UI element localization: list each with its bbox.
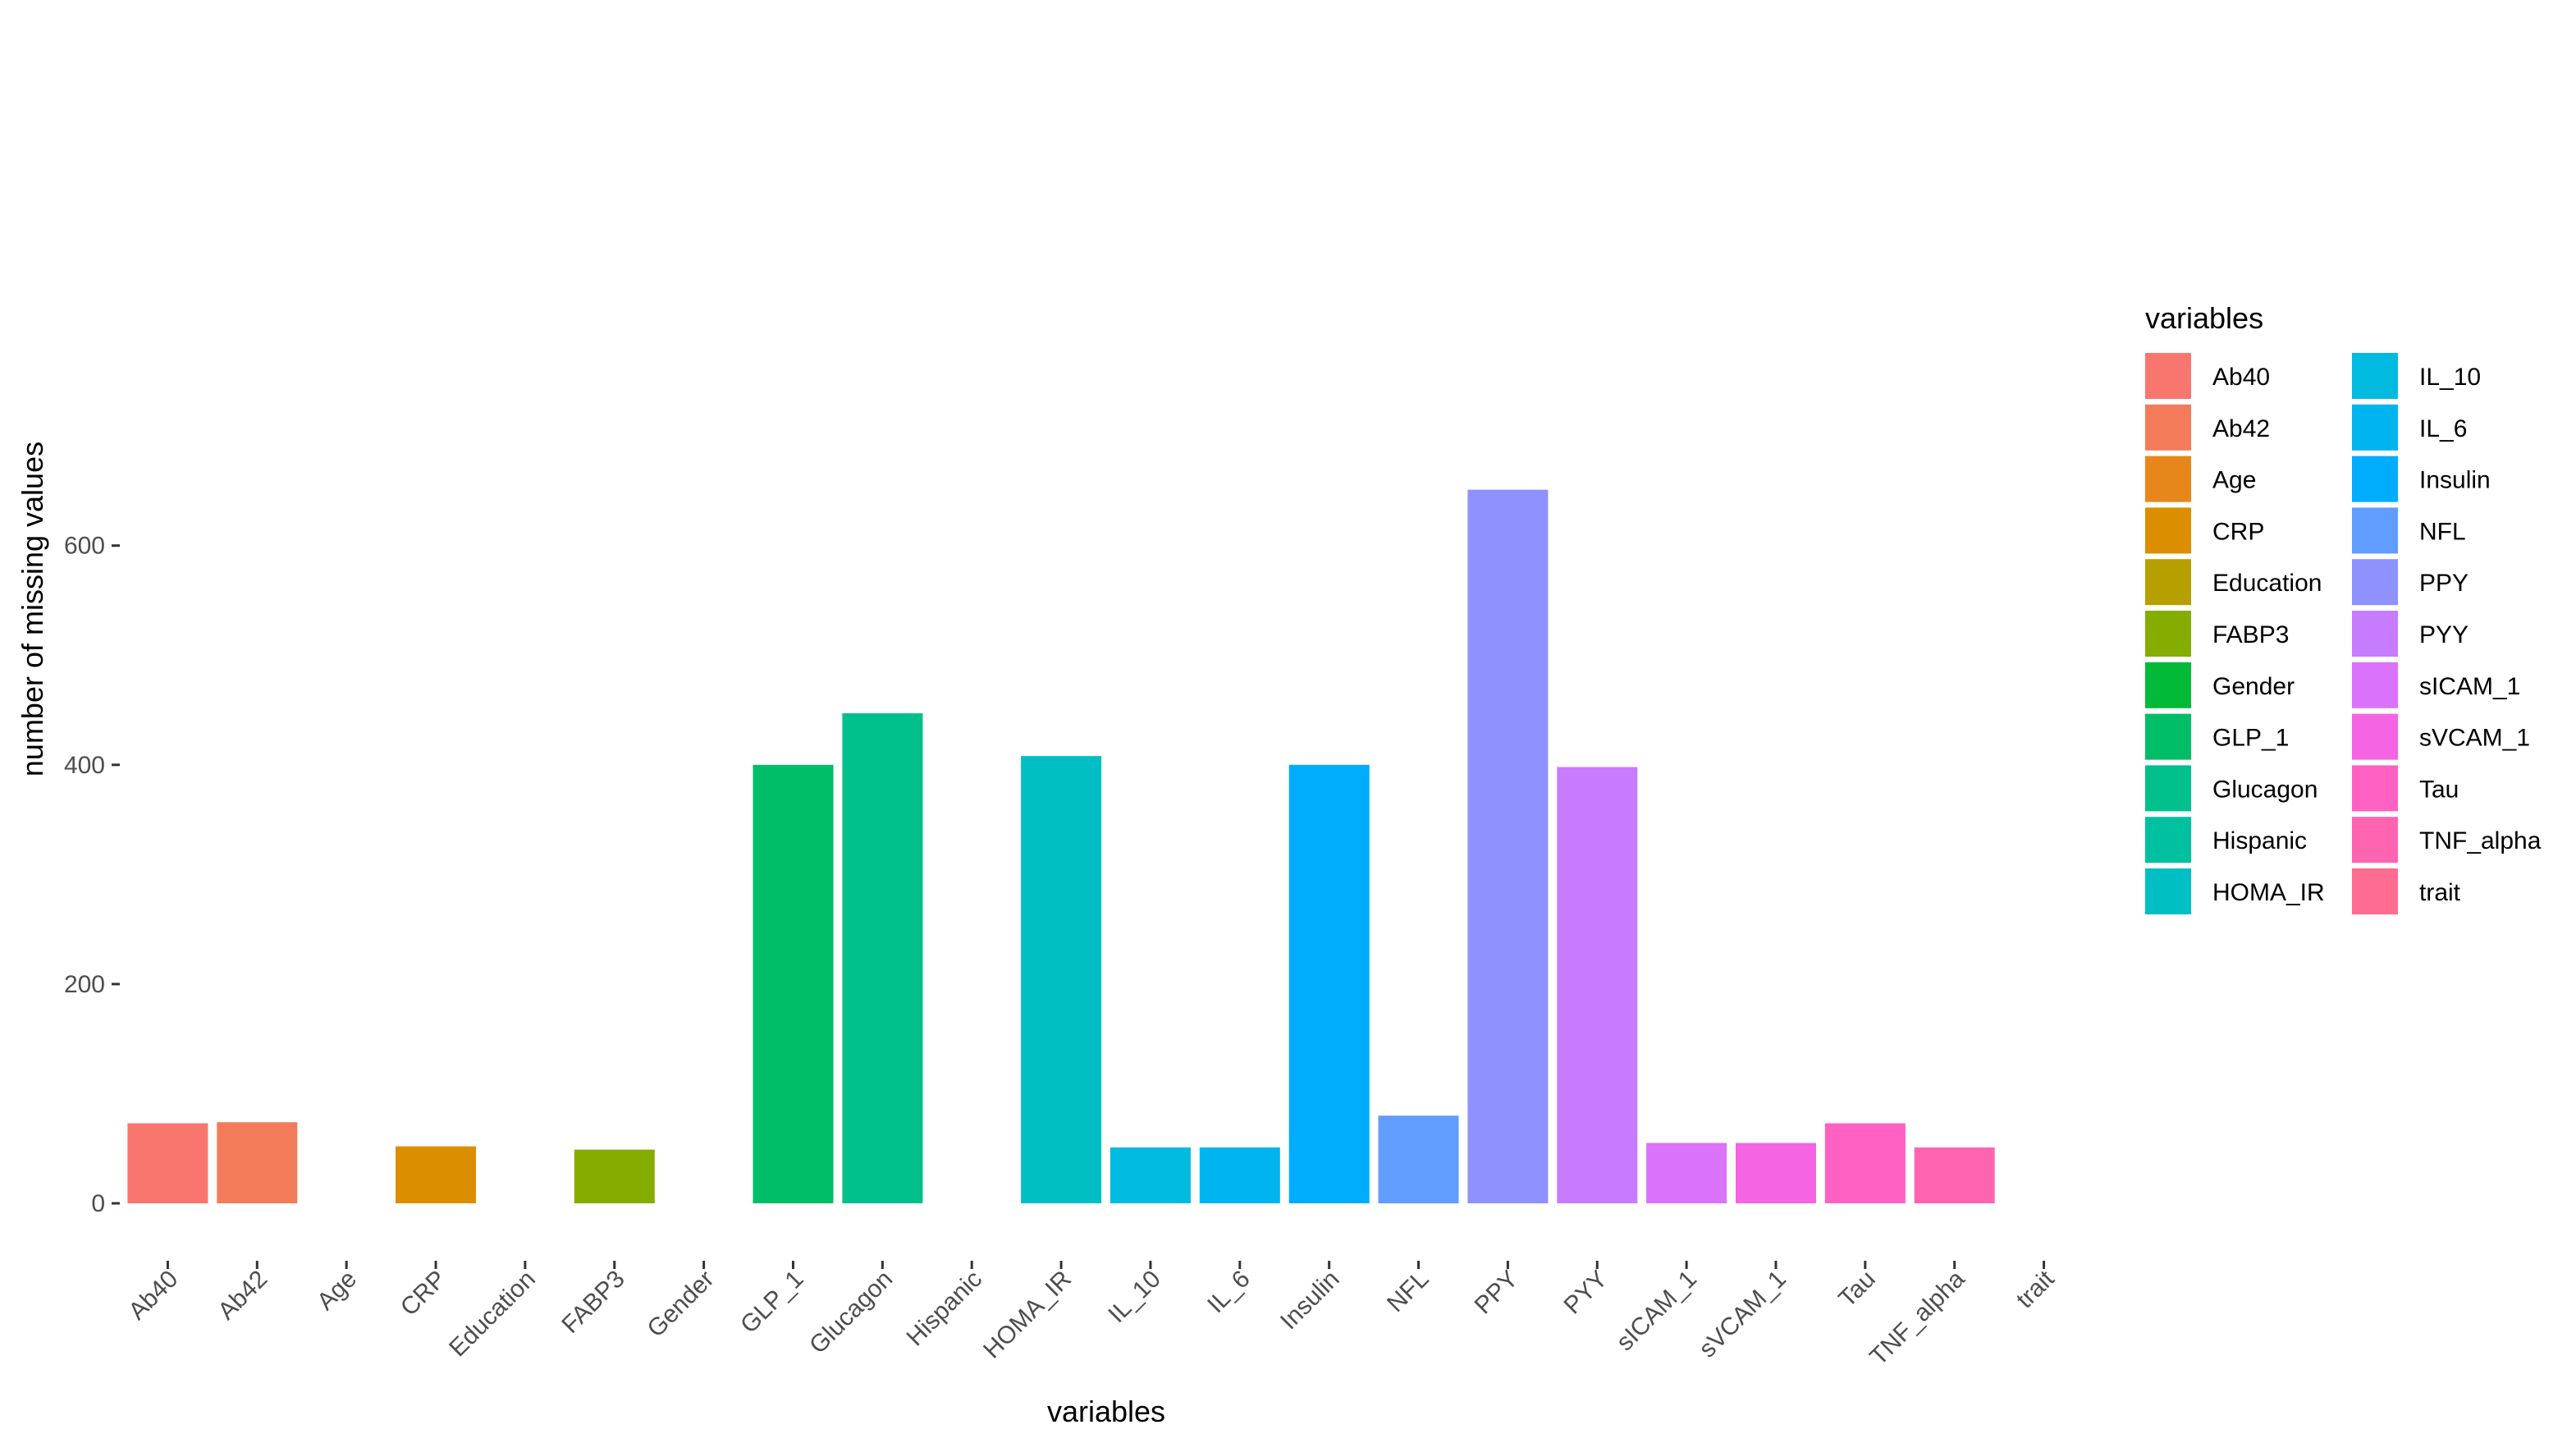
- y-axis-title: number of missing values: [16, 442, 49, 776]
- legend-key-insulin: [2352, 456, 2398, 502]
- y-tick-label: 400: [64, 752, 105, 779]
- legend-key-hispanic: [2145, 817, 2191, 864]
- x-tick-label: Education: [444, 1266, 541, 1363]
- legend-label: FABP3: [2212, 621, 2289, 648]
- legend-key-il-6: [2352, 404, 2398, 451]
- bar-nfl: [1378, 1115, 1459, 1203]
- bar-ab40: [127, 1123, 208, 1203]
- legend-key-tau: [2352, 765, 2398, 812]
- legend-key-homa-ir: [2145, 868, 2191, 914]
- x-tick-label: IL_10: [1103, 1266, 1165, 1328]
- legend-key-nfl: [2352, 507, 2398, 554]
- bar-ab42: [217, 1122, 298, 1203]
- legend-key-il-10: [2352, 353, 2398, 399]
- x-tick-label: Glucagon: [804, 1266, 898, 1359]
- legend-key-education: [2145, 559, 2191, 606]
- legend-label: sICAM_1: [2419, 673, 2520, 700]
- bar-il-6: [1199, 1147, 1280, 1203]
- x-tick-label: IL_6: [1202, 1266, 1256, 1319]
- legend: variables Ab40 Ab42 Age CRP Education FABP3 Ge…: [2145, 301, 2542, 914]
- legend-label: Ab40: [2212, 364, 2270, 391]
- bar-tau: [1824, 1123, 1906, 1203]
- legend-key-age: [2145, 456, 2191, 502]
- x-tick-label: PYY: [1558, 1266, 1613, 1320]
- x-tick-label: HOMA_IR: [978, 1266, 1077, 1364]
- legend-label: Ab42: [2212, 415, 2270, 442]
- bar-glp-1: [753, 764, 834, 1203]
- legend-label: IL_6: [2419, 415, 2467, 442]
- x-axis-title: variables: [1047, 1395, 1165, 1428]
- x-tick-label: Ab42: [213, 1266, 272, 1326]
- legend-key-svcam-1: [2352, 713, 2398, 760]
- x-tick-label: GLP_1: [735, 1266, 808, 1339]
- legend-label: Glucagon: [2212, 776, 2317, 803]
- bar-crp: [396, 1146, 476, 1203]
- bar-svcam-1: [1736, 1143, 1816, 1203]
- x-tick-label: PPY: [1470, 1266, 1524, 1320]
- y-axis: 0 200 400 600: [64, 533, 120, 1217]
- x-tick-label: Hispanic: [901, 1266, 987, 1352]
- legend-key-pyy: [2352, 611, 2398, 657]
- y-tick-label: 0: [91, 1190, 105, 1217]
- legend-key-glucagon: [2145, 765, 2191, 812]
- x-tick-label: NFL: [1382, 1266, 1434, 1317]
- x-tick-label: Gender: [642, 1266, 719, 1343]
- legend-label: PYY: [2419, 621, 2468, 648]
- legend-key-crp: [2145, 507, 2191, 554]
- x-tick-label: CRP: [396, 1266, 451, 1322]
- legend-label: HOMA_IR: [2212, 879, 2325, 906]
- x-tick-label: TNF_alpha: [1865, 1265, 1970, 1370]
- legend-label: NFL: [2419, 518, 2466, 545]
- legend-label: CRP: [2212, 518, 2264, 545]
- y-tick-label: 600: [64, 533, 105, 560]
- bar-glucagon: [842, 713, 923, 1203]
- legend-label: IL_10: [2419, 364, 2481, 391]
- legend-label: sVCAM_1: [2419, 725, 2530, 752]
- legend-label: GLP_1: [2212, 725, 2289, 752]
- x-tick-label: FABP3: [556, 1266, 629, 1339]
- bar-tnf-alpha: [1914, 1147, 1995, 1203]
- legend-label: TNF_alpha: [2419, 827, 2542, 854]
- legend-key-ppy: [2352, 559, 2398, 606]
- bar-homa-ir: [1021, 756, 1102, 1203]
- legend-key-ab42: [2145, 404, 2191, 451]
- legend-key-sicam-1: [2352, 662, 2398, 708]
- y-tick-label: 200: [64, 971, 105, 998]
- legend-key-fabp3: [2145, 611, 2191, 657]
- legend-label: Gender: [2212, 673, 2295, 700]
- legend-label: PPY: [2419, 570, 2468, 597]
- legend-key-gender: [2145, 662, 2191, 708]
- bar-il-10: [1110, 1147, 1191, 1203]
- legend-label: Age: [2212, 467, 2256, 494]
- legend-label: Hispanic: [2212, 827, 2307, 854]
- bar-pyy: [1557, 767, 1638, 1203]
- legend-key-ab40: [2145, 353, 2191, 399]
- x-tick-label: Insulin: [1275, 1266, 1345, 1335]
- x-tick-label: sICAM_1: [1611, 1266, 1702, 1357]
- legend-title: variables: [2145, 301, 2263, 335]
- legend-key-tnf-alpha: [2352, 817, 2398, 864]
- x-tick-label: Age: [312, 1266, 362, 1316]
- legend-key-trait: [2352, 868, 2398, 914]
- legend-label: Education: [2212, 570, 2322, 597]
- legend-label: Tau: [2419, 776, 2459, 803]
- bar-insulin: [1288, 764, 1370, 1203]
- bar-fabp3: [574, 1149, 655, 1203]
- x-tick-label: trait: [2011, 1265, 2060, 1313]
- legend-label: Insulin: [2419, 467, 2491, 494]
- bar-ppy: [1467, 489, 1549, 1203]
- x-tick-label: Ab40: [123, 1266, 183, 1326]
- legend-items: Ab40 Ab42 Age CRP Education FABP3 Gender GLP_1 G…: [2145, 353, 2542, 914]
- bars: [127, 489, 1995, 1203]
- x-tick-label: sVCAM_1: [1694, 1266, 1791, 1363]
- bar-sicam-1: [1646, 1143, 1727, 1203]
- legend-label: trait: [2419, 879, 2461, 906]
- x-tick-label: Tau: [1833, 1266, 1881, 1313]
- legend-key-glp-1: [2145, 713, 2191, 760]
